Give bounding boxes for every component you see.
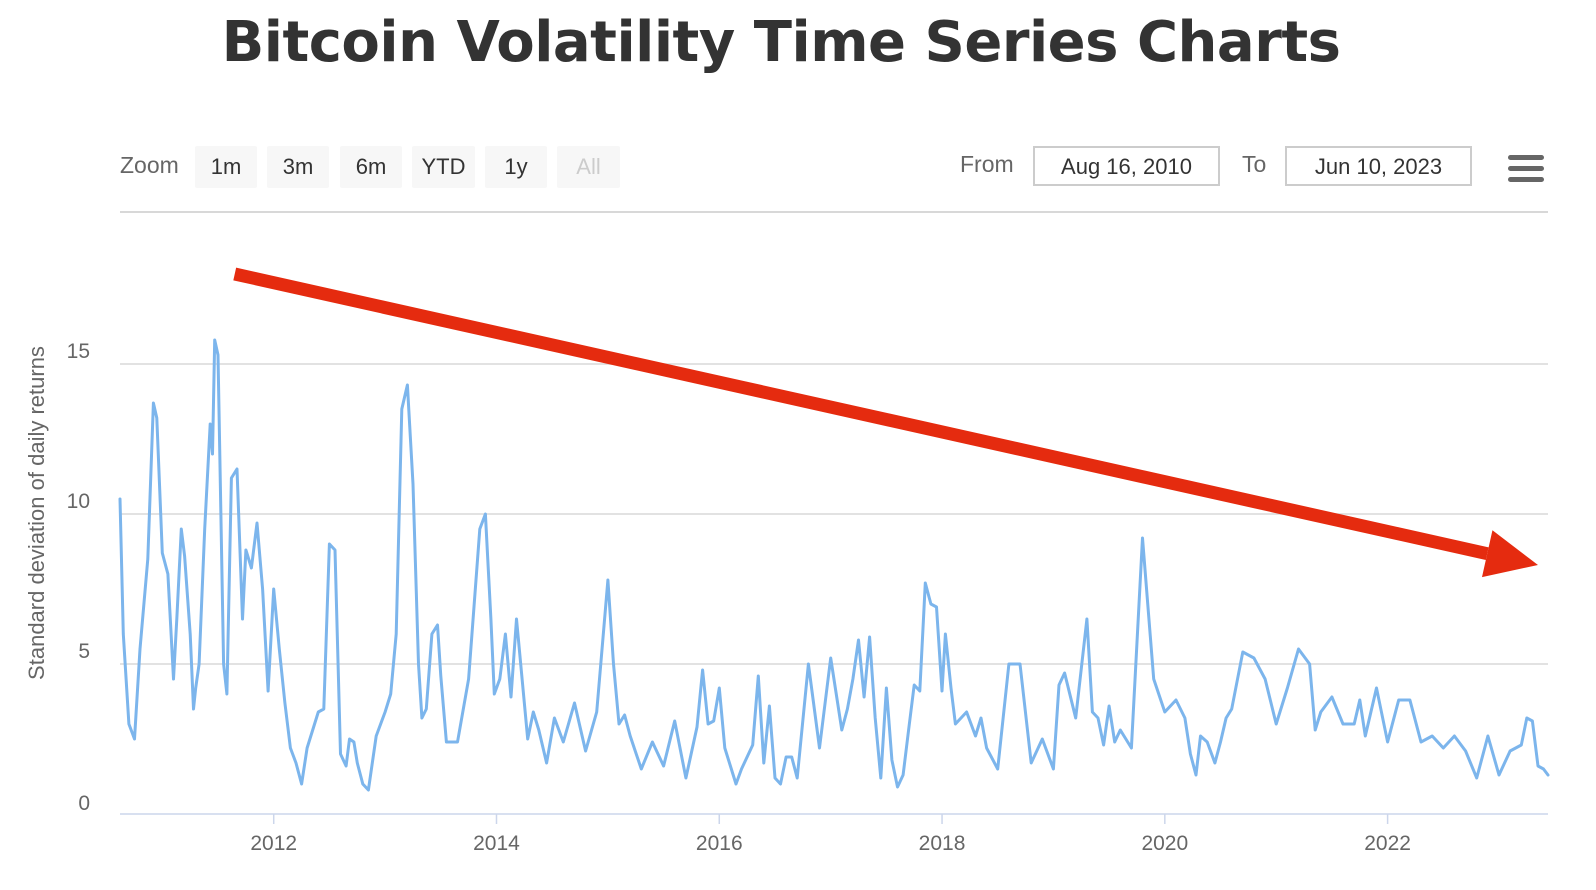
x-tick-label: 2020 bbox=[1141, 832, 1188, 855]
zoom-all-button[interactable]: All bbox=[557, 146, 620, 188]
to-date-input[interactable]: Jun 10, 2023 bbox=[1285, 146, 1472, 186]
x-tick-label: 2018 bbox=[919, 832, 966, 855]
zoom-label: Zoom bbox=[120, 152, 179, 178]
y-axis-label: Standard deviation of daily returns bbox=[24, 346, 49, 680]
volatility-series-line[interactable] bbox=[118, 338, 1550, 792]
hamburger-menu-icon[interactable] bbox=[1508, 155, 1544, 183]
trend-arrow-shaft bbox=[233, 267, 1489, 561]
zoom-6m-button[interactable]: 6m bbox=[340, 146, 402, 188]
y-tick-label: 15 bbox=[67, 340, 90, 363]
trend-arrow-head bbox=[1481, 530, 1538, 578]
zoom-1y-button[interactable]: 1y bbox=[485, 146, 547, 188]
x-tick-label: 2014 bbox=[473, 832, 520, 855]
y-tick-label: 10 bbox=[67, 490, 90, 513]
x-tick-label: 2016 bbox=[696, 832, 743, 855]
x-tick-label: 2022 bbox=[1364, 832, 1411, 855]
zoom-ytd-button[interactable]: YTD bbox=[412, 146, 475, 188]
from-date-input[interactable]: Aug 16, 2010 bbox=[1033, 146, 1220, 186]
zoom-3m-button[interactable]: 3m bbox=[267, 146, 329, 188]
chart-title: Bitcoin Volatility Time Series Charts bbox=[221, 10, 1341, 75]
y-tick-label: 5 bbox=[78, 640, 90, 663]
from-label: From bbox=[960, 151, 1014, 177]
x-tick-label: 2012 bbox=[250, 832, 297, 855]
y-tick-label: 0 bbox=[78, 792, 90, 815]
to-label: To bbox=[1242, 151, 1267, 177]
zoom-1m-button[interactable]: 1m bbox=[195, 146, 257, 188]
